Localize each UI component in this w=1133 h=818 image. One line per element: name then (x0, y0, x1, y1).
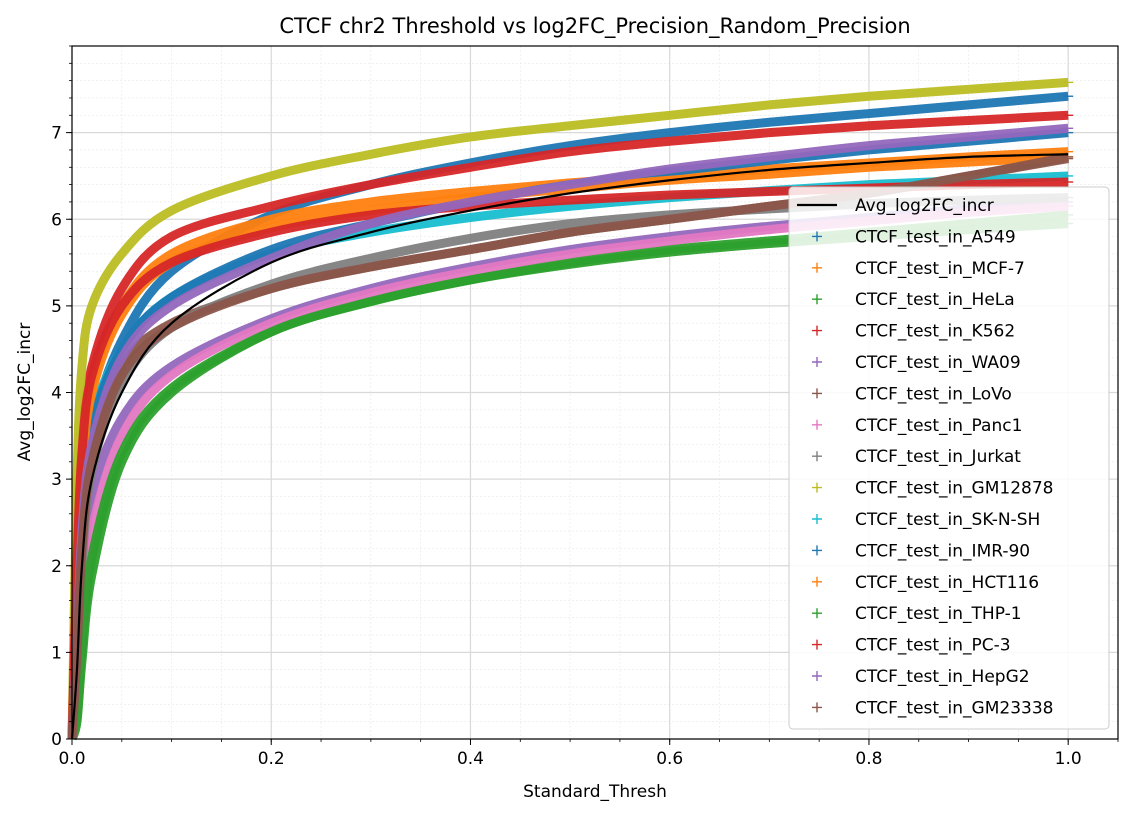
legend-label: CTCF_test_in_SK-N-SH (855, 510, 1040, 530)
legend-item: CTCF_test_in_LoVo (812, 384, 1012, 404)
legend-plus-marker (812, 294, 822, 305)
legend-plus-marker (812, 482, 822, 493)
legend-plus-marker (812, 262, 822, 273)
x-tick-label: 1.0 (1055, 749, 1082, 769)
legend-label: CTCF_test_in_A549 (855, 227, 1016, 247)
legend-plus-marker (812, 419, 822, 430)
legend-label: CTCF_test_in_GM12878 (855, 479, 1053, 499)
legend-plus-marker (812, 576, 822, 587)
legend-label: CTCF_test_in_PC-3 (855, 636, 1011, 656)
y-tick-label: 7 (51, 124, 62, 144)
legend-item: CTCF_test_in_IMR-90 (812, 541, 1030, 561)
y-tick-label: 2 (51, 557, 62, 577)
legend-label: CTCF_test_in_LoVo (855, 384, 1012, 404)
legend-label: CTCF_test_in_WA09 (855, 353, 1021, 373)
average-line-layer (70, 153, 1069, 740)
legend-item: CTCF_test_in_SK-N-SH (812, 510, 1040, 530)
legend-plus-marker (812, 325, 822, 336)
x-axis-ticks: 0.0 0.2 0.4 0.6 0.8 1.0 (58, 739, 1119, 769)
series-CTCF_test_in_GM12878 (67, 77, 1074, 740)
y-axis-label: Avg_log2FC_incr (15, 323, 35, 462)
legend-label: CTCF_test_in_HCT116 (855, 573, 1039, 593)
legend-label: CTCF_test_in_K562 (855, 322, 1015, 342)
legend-plus-marker (812, 388, 822, 399)
x-tick-label: 0.6 (656, 749, 683, 769)
legend-item: CTCF_test_in_WA09 (812, 353, 1021, 373)
legend: Avg_log2FC_incr CTCF_test_in_A549 CTCF_tes… (788, 186, 1110, 730)
y-tick-label: 1 (51, 643, 62, 663)
legend-item: CTCF_test_in_GM23338 (812, 698, 1053, 718)
legend-item: CTCF_test_in_GM12878 (812, 479, 1053, 499)
legend-item: CTCF_test_in_MCF-7 (812, 259, 1025, 279)
legend-plus-marker (812, 639, 822, 650)
legend-plus-marker (812, 357, 822, 367)
chart-title: CTCF chr2 Threshold vs log2FC_Precision_… (279, 14, 910, 39)
legend-item: CTCF_test_in_HeLa (812, 290, 1015, 310)
legend-plus-marker (812, 231, 822, 242)
legend-plus-marker (812, 608, 822, 619)
average-line (70, 153, 1069, 740)
legend-label: CTCF_test_in_Jurkat (855, 447, 1021, 467)
legend-item: CTCF_test_in_K562 (812, 322, 1015, 342)
legend-plus-marker (812, 514, 822, 524)
x-tick-label: 0.8 (855, 749, 882, 769)
legend-label: CTCF_test_in_HepG2 (855, 667, 1030, 687)
legend-label: CTCF_test_in_IMR-90 (855, 541, 1030, 561)
x-axis-label: Standard_Thresh (523, 782, 667, 802)
legend-label: CTCF_test_in_GM23338 (855, 698, 1053, 718)
legend-item: CTCF_test_in_Panc1 (812, 416, 1022, 436)
y-tick-label: 6 (51, 210, 62, 230)
legend-label: CTCF_test_in_THP-1 (855, 604, 1022, 624)
legend-item: CTCF_test_in_A549 (812, 227, 1016, 247)
legend-label: CTCF_test_in_MCF-7 (855, 259, 1025, 279)
legend-item: CTCF_test_in_HepG2 (812, 667, 1030, 687)
legend-item: Avg_log2FC_incr (797, 196, 994, 216)
x-tick-label: 0.0 (58, 749, 85, 769)
y-tick-label: 0 (51, 730, 62, 750)
legend-item: CTCF_test_in_PC-3 (812, 636, 1011, 656)
series-band (67, 77, 1069, 740)
legend-item: CTCF_test_in_THP-1 (812, 604, 1022, 624)
y-tick-label: 4 (51, 384, 62, 404)
legend-plus-marker (812, 451, 822, 462)
legend-plus-marker (812, 671, 822, 681)
y-axis-ticks: 0 1 2 3 4 5 6 7 (51, 45, 72, 750)
legend-label: CTCF_test_in_Panc1 (855, 416, 1022, 436)
legend-item: CTCF_test_in_Jurkat (812, 447, 1021, 467)
legend-box (788, 186, 1110, 730)
x-tick-label: 0.2 (258, 749, 285, 769)
legend-label: CTCF_test_in_HeLa (855, 290, 1015, 310)
y-tick-label: 5 (51, 297, 62, 317)
legend-plus-marker (812, 545, 822, 556)
x-tick-label: 0.4 (457, 749, 484, 769)
legend-label: Avg_log2FC_incr (855, 196, 994, 216)
legend-item: CTCF_test_in_HCT116 (812, 573, 1039, 593)
y-tick-label: 3 (51, 470, 62, 490)
legend-plus-marker (812, 702, 822, 713)
